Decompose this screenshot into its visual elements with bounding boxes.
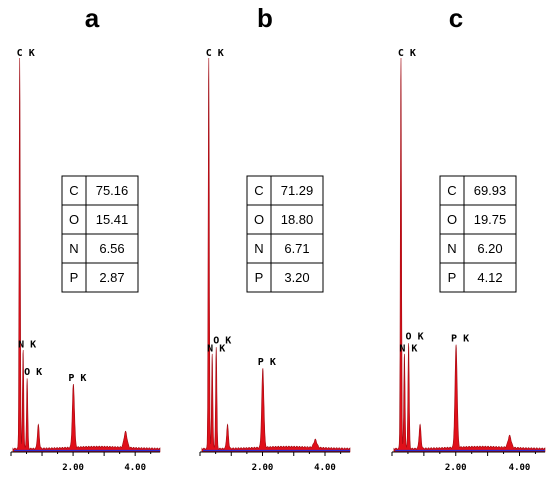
element-symbol: P <box>448 270 457 285</box>
panel-a: a 2.00 4.00 C K N K O K P K C 75.16 O 15.41 N 6.56 P 2… <box>10 3 161 473</box>
element-symbol: P <box>255 270 264 285</box>
element-percent: 6.71 <box>284 241 309 256</box>
element-symbol: O <box>447 212 457 227</box>
table-cell <box>463 262 517 293</box>
x-tick-label: 2.00 <box>445 463 467 473</box>
peak-label: P K <box>451 334 469 345</box>
table-cell <box>246 262 272 293</box>
element-percent: 2.87 <box>99 270 124 285</box>
spectrum-area <box>12 57 161 453</box>
element-percent: 15.41 <box>96 212 129 227</box>
composition-table: C 71.29 O 18.80 N 6.71 P 3.20 <box>246 175 324 293</box>
table-cell <box>439 233 465 264</box>
element-percent: 18.80 <box>281 212 314 227</box>
panel-letter: c <box>449 3 463 33</box>
element-symbol: O <box>69 212 79 227</box>
x-tick-label: 4.00 <box>314 463 336 473</box>
element-percent: 75.16 <box>96 183 129 198</box>
composition-table: C 69.93 O 19.75 N 6.20 P 4.12 <box>439 175 517 293</box>
element-percent: 6.56 <box>99 241 124 256</box>
x-tick-label: 4.00 <box>124 463 146 473</box>
element-percent: 69.93 <box>474 183 507 198</box>
x-tick-label: 2.00 <box>252 463 274 473</box>
element-symbol: O <box>254 212 264 227</box>
table-cell <box>246 175 272 206</box>
peak-label: P K <box>258 357 276 368</box>
table-cell <box>463 175 517 206</box>
element-symbol: P <box>70 270 79 285</box>
element-symbol: N <box>254 241 263 256</box>
panel-letter: b <box>257 3 273 33</box>
element-symbol: C <box>447 183 456 198</box>
panel-c: c 2.00 4.00 C K N KO K P K C 69.93 O 19.75 N 6.20 P 4… <box>391 3 546 473</box>
table-cell <box>270 262 324 293</box>
peak-label: O K <box>406 332 424 343</box>
element-percent: 71.29 <box>281 183 314 198</box>
element-percent: 6.20 <box>477 241 502 256</box>
peak-label: N K <box>18 340 36 351</box>
peak-label: O K <box>24 367 42 378</box>
element-symbol: C <box>69 183 78 198</box>
peak-label: N K <box>207 343 225 354</box>
table-cell <box>85 262 139 293</box>
panel-letter: a <box>85 3 100 33</box>
element-percent: 4.12 <box>477 270 502 285</box>
peak-label: C K <box>17 48 35 59</box>
element-symbol: N <box>447 241 456 256</box>
peak-label: O K <box>213 336 231 347</box>
x-tick-label: 2.00 <box>62 463 84 473</box>
element-symbol: N <box>69 241 78 256</box>
x-tick-label: 4.00 <box>509 463 531 473</box>
table-cell <box>463 233 517 264</box>
peak-label: P K <box>68 373 86 384</box>
table-cell <box>85 233 139 264</box>
spectrum-area <box>201 57 351 453</box>
peak-label: C K <box>398 48 416 59</box>
spectrum-area <box>393 57 546 453</box>
element-percent: 19.75 <box>474 212 507 227</box>
peak-label: N K <box>399 343 417 354</box>
table-cell <box>270 204 324 235</box>
element-symbol: C <box>254 183 263 198</box>
table-cell <box>439 175 465 206</box>
element-percent: 3.20 <box>284 270 309 285</box>
panel-b: b 2.00 4.00 C K N KO K P K C 71.29 O 18.80 N 6.71 P 3… <box>199 3 351 473</box>
peak-label: C K <box>206 48 224 59</box>
composition-table: C 75.16 O 15.41 N 6.56 P 2.87 <box>61 175 139 293</box>
